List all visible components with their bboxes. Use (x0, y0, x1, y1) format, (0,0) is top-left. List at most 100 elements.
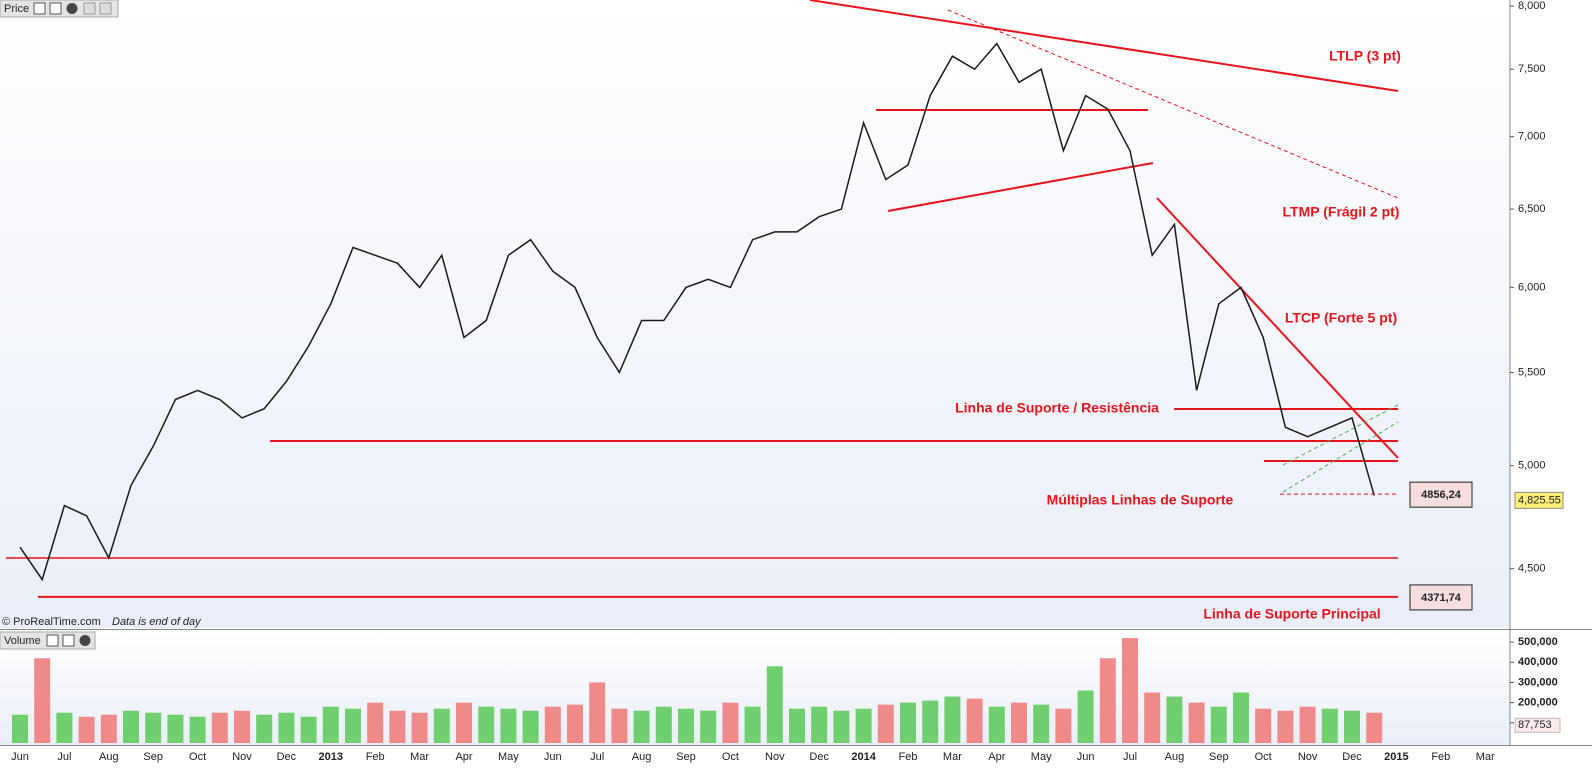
settings-icon[interactable] (33, 2, 46, 15)
last-price-tag (1514, 491, 1564, 509)
volume-bar (1321, 708, 1338, 743)
volume-bar (966, 698, 983, 743)
volume-bar (367, 702, 384, 743)
x-tick-label: Feb (899, 751, 918, 763)
annotation: LTMP (Frágil 2 pt) (1283, 204, 1400, 220)
volume-bar (855, 708, 872, 743)
volume-bar (411, 712, 428, 743)
x-tick-label: Oct (722, 751, 739, 763)
x-tick-label: May (498, 751, 519, 763)
y-tick-label: 6,000 (1518, 281, 1546, 293)
volume-bar (56, 712, 73, 743)
y-tick-label: 200,000 (1518, 697, 1558, 709)
volume-bar (211, 712, 228, 743)
volume-bar (1210, 706, 1227, 743)
volume-bar (722, 702, 739, 743)
volume-header: Volume (0, 631, 96, 650)
x-tick-label: Oct (189, 751, 206, 763)
up-icon[interactable] (83, 2, 96, 15)
x-tick-label: Dec (1342, 751, 1362, 763)
volume-bar (655, 706, 672, 743)
volume-bar (100, 714, 117, 743)
volume-bar (544, 706, 561, 743)
level-label: 4371,74 (1421, 592, 1462, 604)
y-tick-label: 6,500 (1518, 203, 1546, 215)
volume-bar (1011, 702, 1027, 743)
volume-bar (234, 710, 250, 743)
volume-bar (700, 710, 717, 743)
volume-bar (833, 710, 850, 743)
volume-bar (1166, 696, 1183, 743)
window-icon[interactable] (49, 2, 62, 15)
volume-bar (345, 708, 361, 743)
volume-bar (1344, 710, 1360, 743)
volume-bar (522, 710, 539, 743)
last-volume-tag (1514, 717, 1561, 733)
x-tick-label: Aug (1165, 751, 1185, 763)
volume-bar (589, 682, 606, 743)
x-tick-label: Jul (1123, 751, 1137, 763)
volume-bar (145, 712, 162, 743)
x-tick-label: Feb (366, 751, 385, 763)
volume-bar (478, 706, 495, 743)
volume-bar (123, 710, 139, 743)
volume-bar (1233, 692, 1249, 743)
volume-bar (1299, 706, 1316, 743)
close-icon[interactable] (66, 3, 78, 14)
volume-bar (322, 706, 339, 743)
volume-bar (766, 666, 783, 743)
volume-bar (1188, 702, 1205, 743)
x-tick-label: Aug (632, 751, 652, 763)
price-header: Price (0, 0, 119, 18)
x-tick-label: Sep (143, 751, 163, 763)
annotation: LTLP (3 pt) (1329, 48, 1401, 64)
x-tick-label: Jul (57, 751, 71, 763)
volume-bar (300, 716, 317, 743)
volume-bar (12, 714, 28, 743)
y-tick-label: 7,500 (1518, 63, 1546, 75)
trend-lines (6, 0, 1399, 559)
volume-bar (433, 708, 450, 743)
volume-bar (189, 716, 206, 743)
panel-title: Volume (4, 635, 41, 647)
x-tick-label: Feb (1431, 751, 1450, 763)
x-tick-label: Aug (99, 751, 119, 763)
price-line (19, 42, 1375, 582)
settings-icon[interactable] (46, 634, 59, 647)
volume-bar (34, 658, 51, 743)
close-icon[interactable] (79, 635, 91, 646)
volume-bar (877, 704, 894, 743)
volume-bar (633, 710, 650, 743)
x-tick-label: Mar (943, 751, 962, 763)
volume-bar (278, 712, 295, 743)
volume-bar (900, 702, 916, 743)
volume-bar (1077, 690, 1094, 743)
y-tick-label: 300,000 (1518, 676, 1558, 688)
volume-bar (811, 706, 828, 743)
window-icon[interactable] (62, 634, 75, 647)
x-tick-label: 2013 (319, 751, 343, 763)
volume-bar (1255, 708, 1272, 743)
panel-title: Price (4, 3, 29, 15)
x-tick-label: Oct (1255, 751, 1272, 763)
level-box (1409, 481, 1473, 508)
volume-bar (611, 708, 628, 743)
volume-bar (944, 696, 961, 743)
x-tick-label: Nov (765, 751, 785, 763)
x-tick-label: Mar (1476, 751, 1495, 763)
x-tick-label: Mar (410, 751, 429, 763)
volume-bar (1277, 710, 1294, 743)
y-tick-label: 7,000 (1518, 131, 1546, 143)
x-tick-label: Jun (544, 751, 562, 763)
volume-bar (1122, 638, 1138, 743)
down-icon[interactable] (99, 2, 112, 15)
y-tick-label: 5,500 (1518, 366, 1546, 378)
volume-bar (1099, 658, 1116, 743)
x-tick-label: Nov (1298, 751, 1318, 763)
volume-bar (1055, 708, 1072, 743)
volume-bar (167, 714, 184, 743)
y-tick-label: 5,000 (1518, 460, 1546, 472)
x-tick-label: Apr (988, 751, 1005, 763)
volume-bar (500, 708, 517, 743)
